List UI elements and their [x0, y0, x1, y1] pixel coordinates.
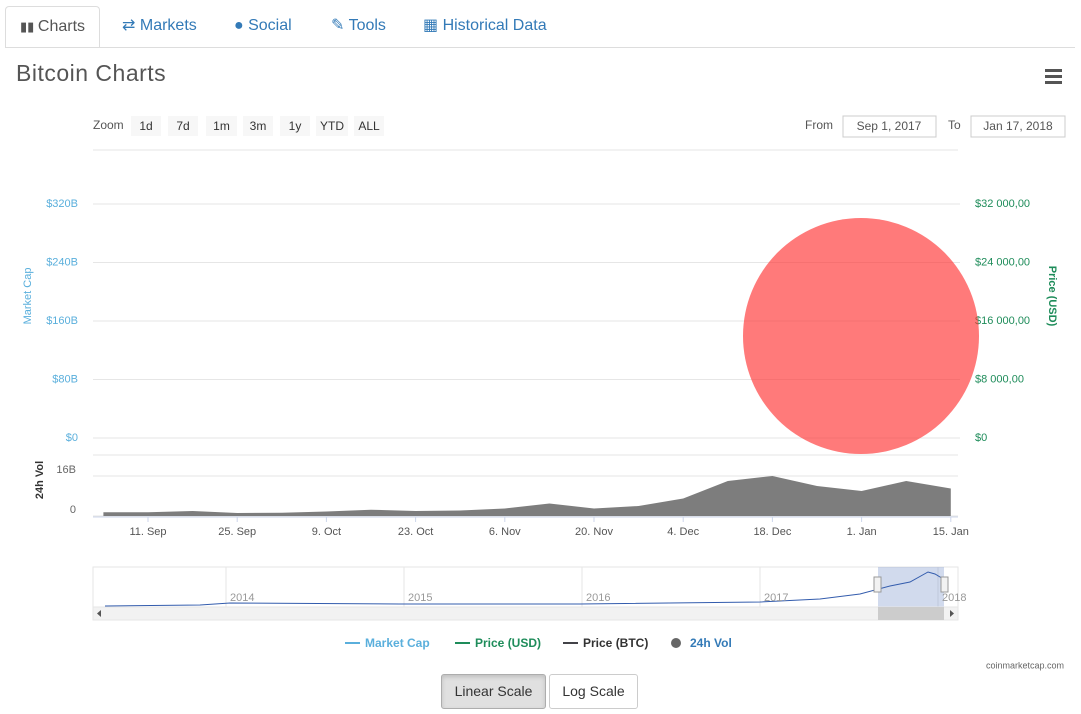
tab-social[interactable]: ● Social: [234, 17, 292, 34]
zoom-label: Zoom: [93, 118, 124, 132]
x-tick-label: 4. Dec: [667, 526, 699, 538]
zoom-button[interactable]: [354, 116, 384, 136]
x-tick-label: 20. Nov: [575, 526, 613, 538]
x-tick-label: 9. Oct: [312, 526, 341, 538]
zoom-button-label: 1m: [213, 119, 230, 133]
zoom-buttons: 1d 7d 1m 3m 1y YTD ALL: [131, 116, 384, 136]
x-tick-label: 6. Nov: [489, 526, 521, 538]
scroll-left[interactable]: [97, 610, 101, 617]
zoom-button[interactable]: [168, 116, 198, 136]
log-scale-button[interactable]: Log Scale: [549, 674, 638, 709]
y2-tick-label: $16 000,00: [975, 315, 1030, 327]
to-value: Jan 17, 2018: [983, 119, 1053, 133]
vol-tick-label: 0: [70, 504, 76, 516]
zoom-button-label: YTD: [320, 119, 344, 133]
legend-label[interactable]: 24h Vol: [690, 636, 732, 650]
highlight-circle: [743, 218, 979, 454]
y2-tick-label: $24 000,00: [975, 256, 1030, 268]
tab-charts[interactable]: ▮▮ Charts: [5, 6, 101, 48]
legend-label[interactable]: Price (USD): [475, 636, 541, 650]
zoom-button[interactable]: [206, 116, 237, 136]
to-label: To: [948, 118, 961, 132]
x-tick-label: 23. Oct: [398, 526, 433, 538]
tab-divider: [5, 47, 1075, 48]
navigator: 2014 2015 2016 2017 2018: [92, 566, 966, 621]
tab-label: Markets: [139, 17, 197, 34]
legend-label[interactable]: Market Cap: [365, 636, 430, 650]
y-tick-label: $0: [66, 432, 78, 444]
y2-tick-label: $32 000,00: [975, 198, 1030, 210]
navigator-year: 2015: [408, 592, 432, 604]
y-tick-label: $160B: [46, 315, 78, 327]
y-axis-title: Market Cap: [22, 268, 34, 325]
navigator-year: 2018: [942, 592, 966, 604]
x-tick-label: 1. Jan: [847, 526, 877, 538]
menu-button[interactable]: [1045, 69, 1062, 87]
vol-area: [103, 476, 951, 516]
vol-tick-label: 16B: [56, 464, 76, 476]
navigator-year: 2016: [586, 592, 610, 604]
navigator-line: [104, 571, 946, 607]
to-input[interactable]: [970, 115, 1066, 138]
tab-label: Historical Data: [442, 17, 547, 34]
scrollbar-thumb[interactable]: [878, 607, 944, 620]
navigator-frame: [92, 566, 959, 608]
page-title: Bitcoin Charts: [16, 60, 167, 86]
credit: coinmarketcap.com: [986, 660, 1064, 670]
zoom-button[interactable]: [131, 116, 161, 136]
zoom-button-label: 7d: [176, 119, 189, 133]
y2-axis-title: Price (USD): [1046, 266, 1058, 327]
tab-label: Social: [248, 17, 292, 34]
tab-label: Tools: [348, 17, 386, 34]
vol-axis-title: 24h Vol: [34, 461, 46, 499]
navigator-handle[interactable]: [873, 576, 882, 593]
y-tick-label: $80B: [52, 373, 78, 385]
tab-historical[interactable]: ▦ Historical Data: [423, 17, 547, 34]
zoom-button[interactable]: [316, 116, 348, 136]
from-input[interactable]: [842, 115, 937, 138]
y2-tick-label: $8 000,00: [975, 373, 1024, 385]
y-tick-label: $320B: [46, 198, 78, 210]
from-label: From: [805, 118, 833, 132]
tab-tools[interactable]: ✎ Tools: [331, 17, 386, 34]
x-tick-label: 15. Jan: [933, 526, 969, 538]
navigator-handle[interactable]: [940, 576, 949, 593]
x-tick-label: 25. Sep: [218, 526, 256, 538]
from-value: Sep 1, 2017: [857, 119, 922, 133]
y2-tick-label: $0: [975, 432, 987, 444]
legend-swatch[interactable]: [671, 638, 681, 648]
zoom-button-label: 1y: [289, 119, 302, 133]
navigator-year: 2014: [230, 592, 254, 604]
scroll-right[interactable]: [950, 610, 954, 617]
x-tick-label: 18. Dec: [753, 526, 791, 538]
zoom-button[interactable]: [243, 116, 273, 136]
tab-label: Charts: [37, 18, 86, 35]
zoom-button-label: 1d: [139, 119, 152, 133]
x-tick-label: 11. Sep: [129, 526, 166, 538]
tab-markets[interactable]: ⇄ Markets: [122, 17, 197, 34]
navigator-year: 2017: [764, 592, 788, 604]
linear-scale-button[interactable]: Linear Scale: [441, 674, 546, 709]
zoom-button-label: 3m: [250, 119, 267, 133]
legend-label[interactable]: Price (BTC): [583, 636, 648, 650]
scrollbar[interactable]: [92, 606, 959, 621]
y-tick-label: $240B: [46, 256, 78, 268]
zoom-button[interactable]: [280, 116, 310, 136]
zoom-button-label: ALL: [358, 119, 380, 133]
